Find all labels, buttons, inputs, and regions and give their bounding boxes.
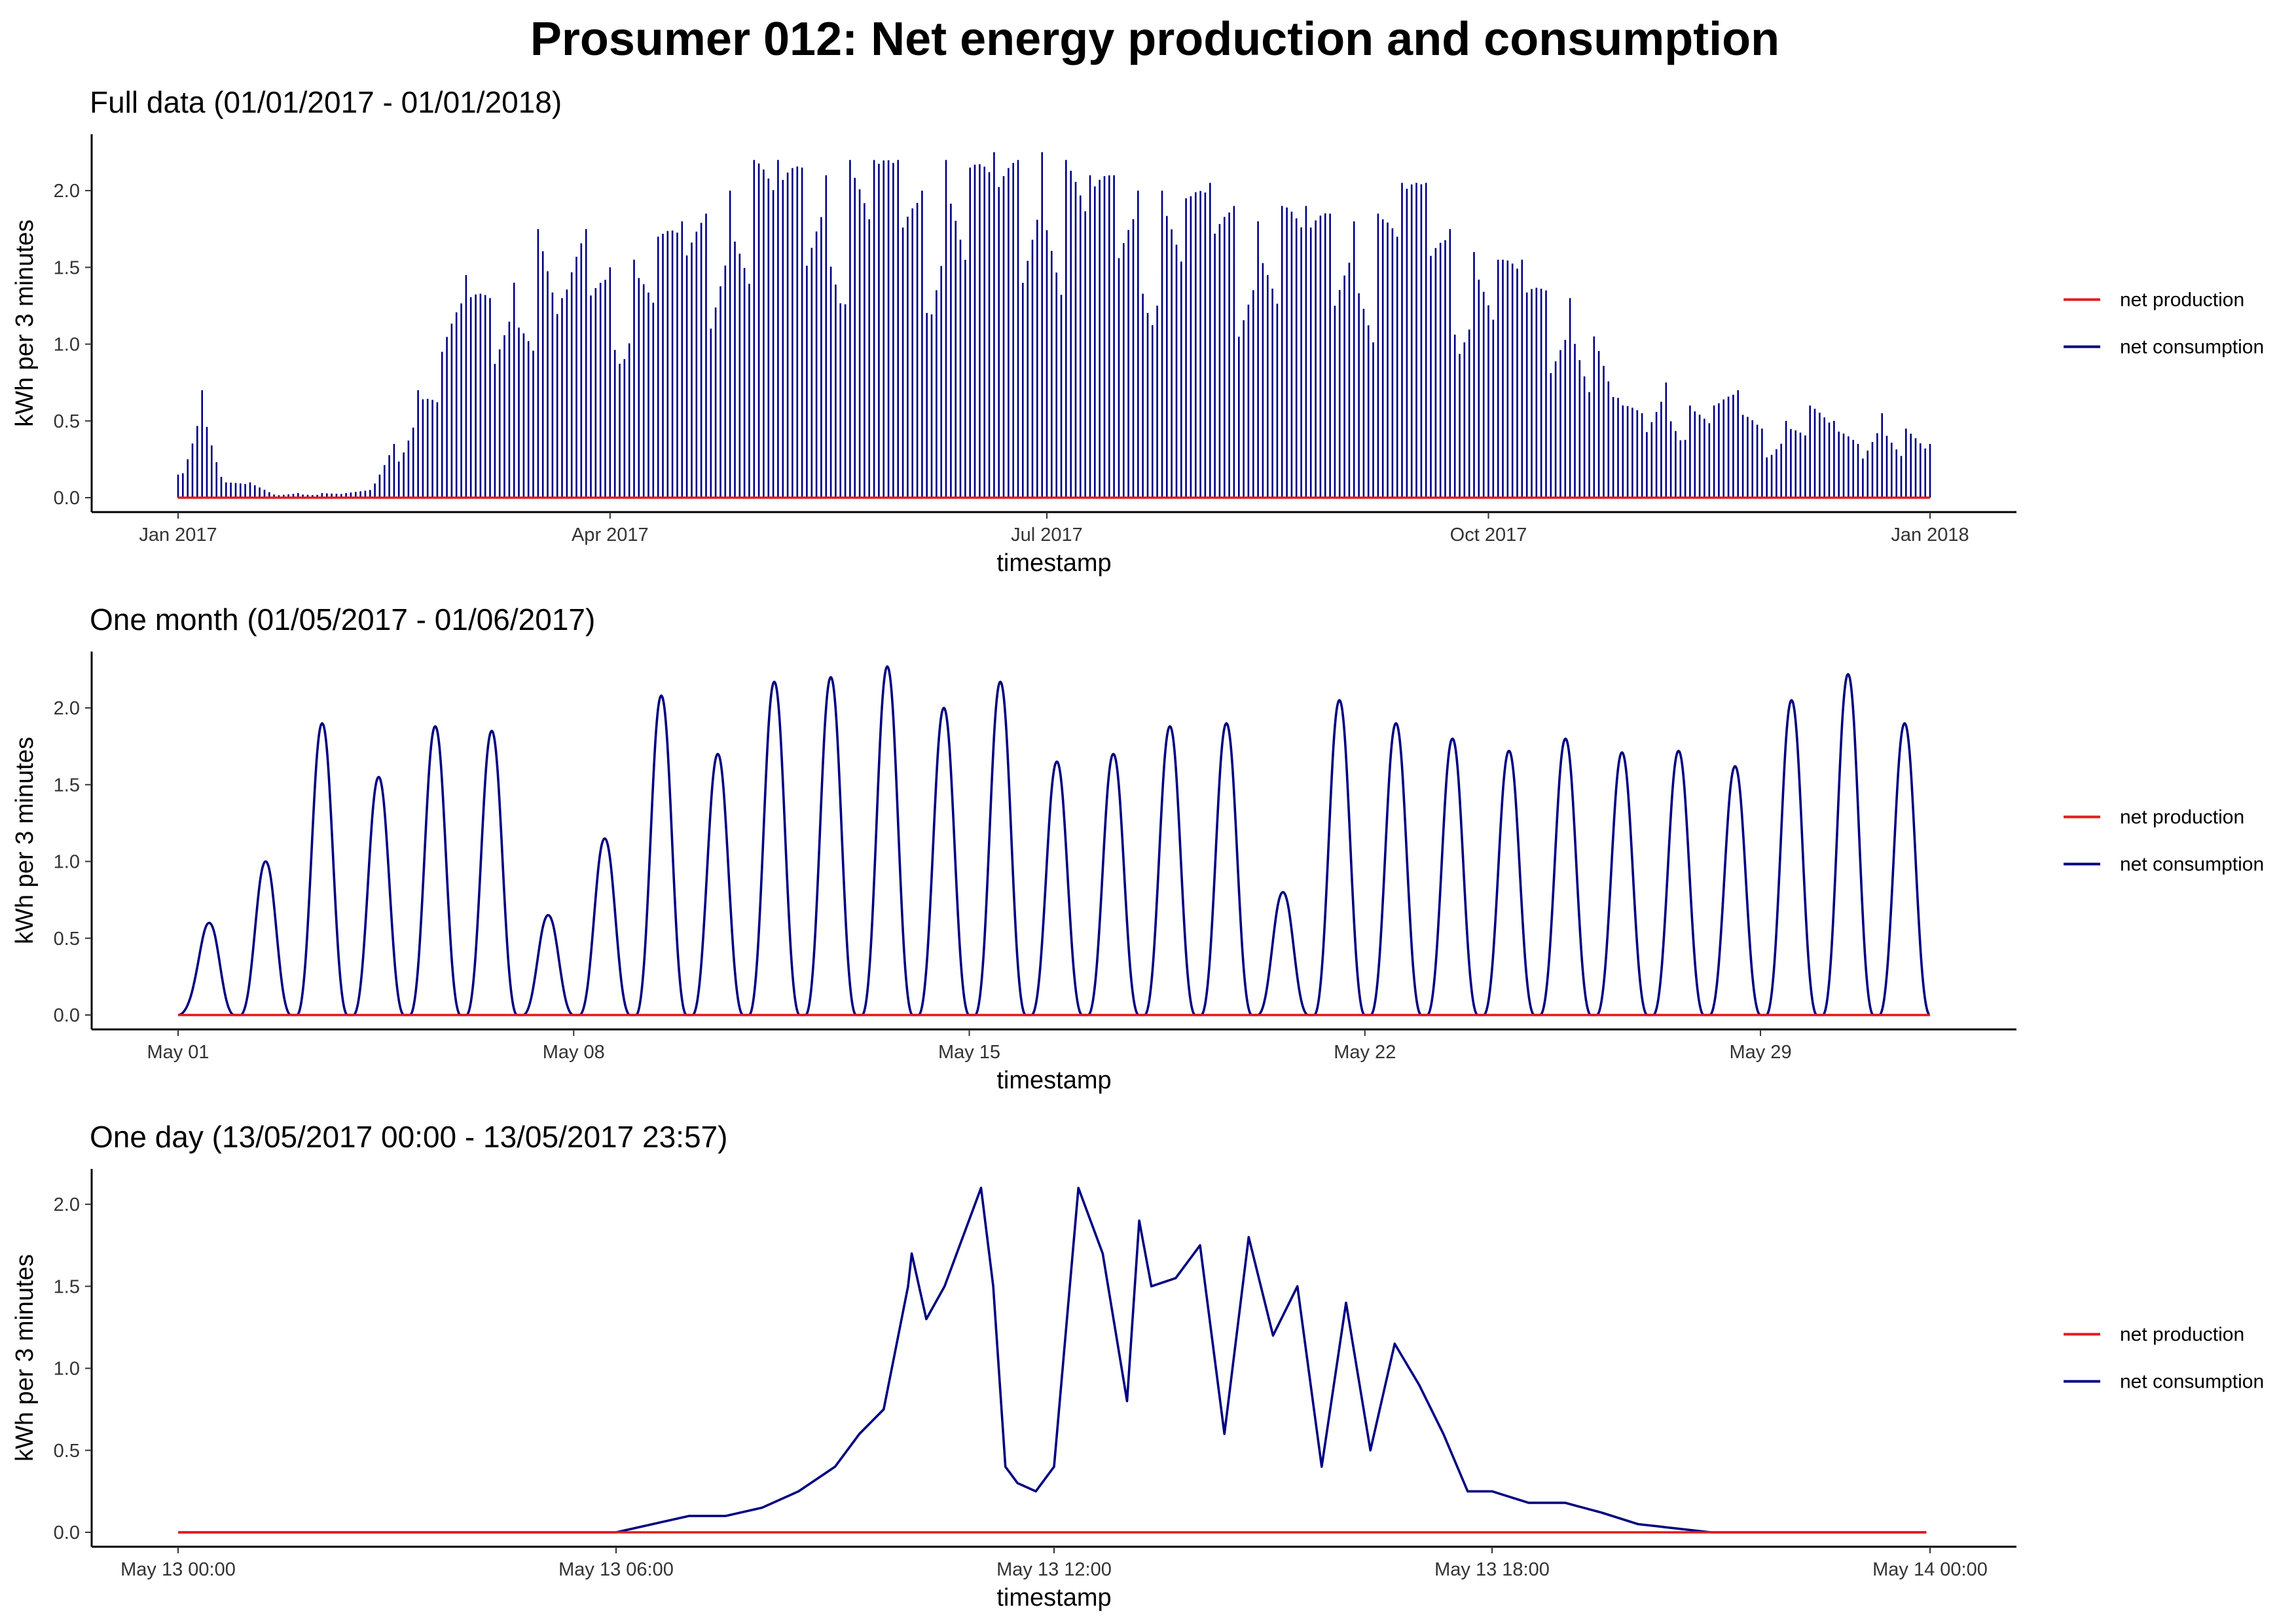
x-tick-label: Jul 2017 xyxy=(1011,525,1083,545)
x-tick-label: Jan 2018 xyxy=(1891,525,1969,545)
x-tick-label: May 08 xyxy=(543,1042,605,1063)
y-tick-label: 0.5 xyxy=(54,929,80,950)
x-tick-label: Jan 2017 xyxy=(139,525,217,545)
y-tick-label: 2.0 xyxy=(54,1194,80,1215)
x-axis-title: timestamp xyxy=(996,1067,1111,1094)
figure-title: Prosumer 012: Net energy production and … xyxy=(530,13,1779,65)
panel-1: Full data (01/01/2017 - 01/01/2018) 0.0 0.… xyxy=(11,85,2264,577)
y-tick-label: 0.0 xyxy=(54,1005,80,1026)
y-tick-label: 2.0 xyxy=(54,181,80,202)
panel-subtitle: Full data (01/01/2017 - 01/01/2018) xyxy=(90,85,562,119)
series-line-net-consumption xyxy=(177,665,1931,1016)
y-axis-title: kWh per 3 minutes xyxy=(11,219,39,427)
x-tick-label: Apr 2017 xyxy=(572,525,649,545)
panel-subtitle: One day (13/05/2017 00:00 - 13/05/2017 2… xyxy=(90,1120,727,1154)
legend-label: net production xyxy=(2120,807,2244,828)
y-tick-label: 0.5 xyxy=(54,411,80,432)
y-tick-label: 1.5 xyxy=(54,1276,80,1297)
x-tick-label: May 22 xyxy=(1334,1042,1396,1063)
x-axis-title: timestamp xyxy=(996,1584,1111,1612)
series-line-net-consumption xyxy=(177,152,1931,499)
legend-label: net consumption xyxy=(2120,337,2264,358)
panel-subtitle: One month (01/05/2017 - 01/06/2017) xyxy=(90,602,595,637)
y-axis-title: kWh per 3 minutes xyxy=(11,737,39,944)
y-tick-label: 1.0 xyxy=(54,852,80,873)
legend-label: net consumption xyxy=(2120,854,2264,876)
y-tick-label: 1.0 xyxy=(54,1359,80,1380)
panel-3: One day (13/05/2017 00:00 - 13/05/2017 2… xyxy=(11,1120,2264,1612)
x-tick-label: May 13 12:00 xyxy=(996,1559,1112,1580)
y-tick-label: 0.0 xyxy=(54,1522,80,1543)
y-tick-label: 1.0 xyxy=(54,335,80,356)
y-tick-label: 1.5 xyxy=(54,775,80,796)
x-axis-title: timestamp xyxy=(996,549,1111,577)
x-tick-label: May 15 xyxy=(938,1042,1000,1063)
x-tick-label: Oct 2017 xyxy=(1450,525,1527,545)
x-tick-label: May 14 00:00 xyxy=(1872,1559,1988,1580)
x-tick-label: May 13 00:00 xyxy=(120,1559,236,1580)
x-tick-label: May 13 18:00 xyxy=(1434,1559,1550,1580)
y-tick-label: 1.5 xyxy=(54,257,80,278)
x-tick-label: May 13 06:00 xyxy=(558,1559,674,1580)
x-tick-label: May 29 xyxy=(1729,1042,1791,1063)
legend-label: net production xyxy=(2120,1324,2244,1346)
panel-2: One month (01/05/2017 - 01/06/2017) 0.0 0.… xyxy=(11,602,2264,1094)
x-tick-label: May 01 xyxy=(147,1042,209,1063)
legend-label: net production xyxy=(2120,289,2244,311)
panels: Full data (01/01/2017 - 01/01/2018) 0.0 0.… xyxy=(11,85,2264,1612)
y-axis-title: kWh per 3 minutes xyxy=(11,1254,39,1462)
y-tick-label: 0.5 xyxy=(54,1441,80,1462)
y-tick-label: 2.0 xyxy=(54,698,80,719)
y-tick-label: 0.0 xyxy=(54,488,80,509)
legend-label: net consumption xyxy=(2120,1371,2264,1393)
series-line-net-consumption xyxy=(178,1187,1927,1534)
